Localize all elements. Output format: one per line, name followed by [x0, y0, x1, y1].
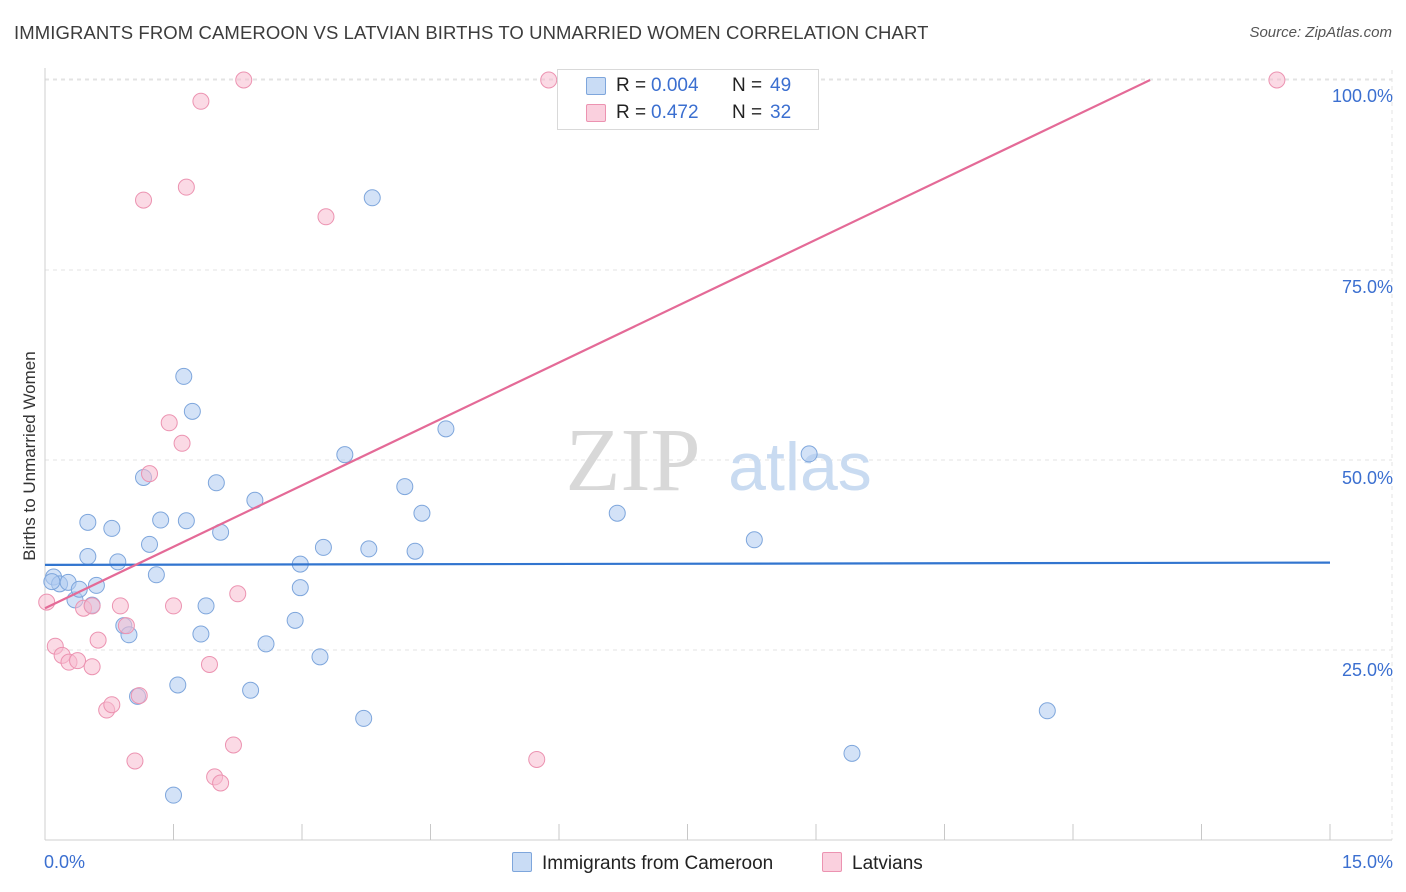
series-legend: Immigrants from Cameroon Latvians	[0, 852, 1406, 876]
point-latvians	[126, 752, 144, 770]
point-latvians	[229, 585, 247, 603]
data-points	[38, 71, 1286, 804]
point-cameroon	[192, 625, 210, 643]
watermark-atlas: atlas	[728, 429, 872, 505]
point-latvians	[528, 750, 546, 768]
legend-r-label: R =	[616, 102, 647, 123]
watermark: ZIP atlas	[566, 411, 872, 510]
source-credit: Source: ZipAtlas.com	[1249, 24, 1392, 41]
point-cameroon	[169, 676, 187, 694]
point-latvians	[141, 465, 159, 483]
point-latvians	[1268, 71, 1286, 89]
point-cameroon	[291, 579, 309, 597]
y-tick-75: 75.0%	[1341, 277, 1393, 297]
point-cameroon	[79, 513, 97, 531]
point-cameroon	[141, 535, 159, 553]
point-latvians	[173, 434, 191, 452]
legend-row-latvians: R = 0.472 N = 32	[558, 101, 818, 127]
point-cameroon	[437, 420, 455, 438]
point-cameroon	[103, 519, 121, 537]
point-latvians	[83, 658, 101, 676]
point-cameroon	[286, 611, 304, 629]
y-tick-100: 100.0%	[1331, 86, 1393, 106]
legend-swatch-pink	[822, 852, 842, 872]
chart-title: IMMIGRANTS FROM CAMEROON VS LATVIAN BIRT…	[14, 22, 929, 43]
point-latvians	[192, 92, 210, 110]
x-tick-max: 15.0%	[1341, 852, 1393, 872]
point-cameroon	[745, 531, 763, 549]
point-cameroon	[197, 597, 215, 615]
watermark-zip: ZIP	[566, 411, 701, 510]
point-cameroon	[109, 553, 127, 571]
point-cameroon	[800, 445, 818, 463]
point-latvians	[117, 617, 135, 635]
point-latvians	[177, 178, 195, 196]
legend-r-value: 0.004	[651, 75, 699, 96]
point-cameroon	[355, 709, 373, 727]
point-cameroon	[207, 474, 225, 492]
point-cameroon	[406, 542, 424, 560]
point-cameroon	[147, 566, 165, 584]
point-latvians	[540, 71, 558, 89]
legend-swatch-pink	[586, 104, 606, 122]
trend-lines	[44, 79, 1331, 610]
legend-r-value: 0.472	[651, 102, 699, 123]
x-tick-min: 0.0%	[44, 852, 86, 872]
legend-n-label: N =	[732, 75, 763, 96]
point-latvians	[235, 71, 253, 89]
y-tick-50: 50.0%	[1341, 468, 1393, 488]
point-cameroon	[413, 504, 431, 522]
point-latvians	[165, 597, 182, 615]
legend-label-latvians: Latvians	[852, 853, 923, 874]
point-latvians	[83, 597, 101, 615]
point-cameroon	[79, 548, 97, 566]
legend-swatch-blue	[586, 77, 606, 95]
point-cameroon	[183, 402, 201, 420]
point-latvians	[69, 652, 87, 670]
point-latvians	[103, 696, 121, 714]
axes	[44, 68, 1392, 841]
point-cameroon	[152, 511, 170, 529]
point-latvians	[317, 208, 335, 226]
stats-legend: R = 0.004 N = 49 R = 0.472 N = 32	[557, 69, 819, 130]
point-latvians	[224, 736, 242, 754]
point-cameroon	[257, 635, 275, 653]
point-latvians	[111, 597, 129, 615]
point-latvians	[135, 191, 153, 209]
trend-line-latvians	[44, 79, 1151, 610]
point-cameroon	[314, 538, 332, 556]
point-latvians	[212, 774, 230, 792]
point-cameroon	[363, 189, 381, 207]
point-cameroon	[175, 367, 193, 385]
point-cameroon	[242, 681, 260, 699]
point-cameroon	[311, 648, 329, 666]
trend-line-cameroon	[44, 561, 1331, 566]
point-cameroon	[1038, 702, 1056, 720]
legend-row-cameroon: R = 0.004 N = 49	[558, 74, 818, 100]
point-latvians	[130, 687, 148, 705]
point-cameroon	[336, 446, 354, 464]
point-cameroon	[608, 504, 626, 522]
point-cameroon	[43, 573, 61, 591]
legend-n-value: 49	[770, 75, 792, 96]
point-latvians	[160, 414, 178, 432]
legend-item-cameroon[interactable]: Immigrants from Cameroon	[512, 852, 773, 875]
point-cameroon	[177, 512, 195, 530]
point-latvians	[89, 631, 107, 649]
point-cameroon	[396, 478, 414, 496]
legend-item-latvians[interactable]: Latvians	[822, 852, 923, 875]
point-latvians	[200, 655, 218, 673]
point-cameroon	[165, 786, 182, 804]
point-cameroon	[360, 540, 378, 558]
y-tick-25: 25.0%	[1341, 660, 1393, 680]
gridlines	[45, 70, 1393, 840]
legend-swatch-blue	[512, 852, 532, 872]
legend-label-cameroon: Immigrants from Cameroon	[542, 853, 774, 874]
legend-r-label: R =	[616, 75, 647, 96]
legend-n-label: N =	[732, 102, 763, 123]
legend-n-value: 32	[770, 102, 792, 123]
point-cameroon	[843, 744, 861, 762]
